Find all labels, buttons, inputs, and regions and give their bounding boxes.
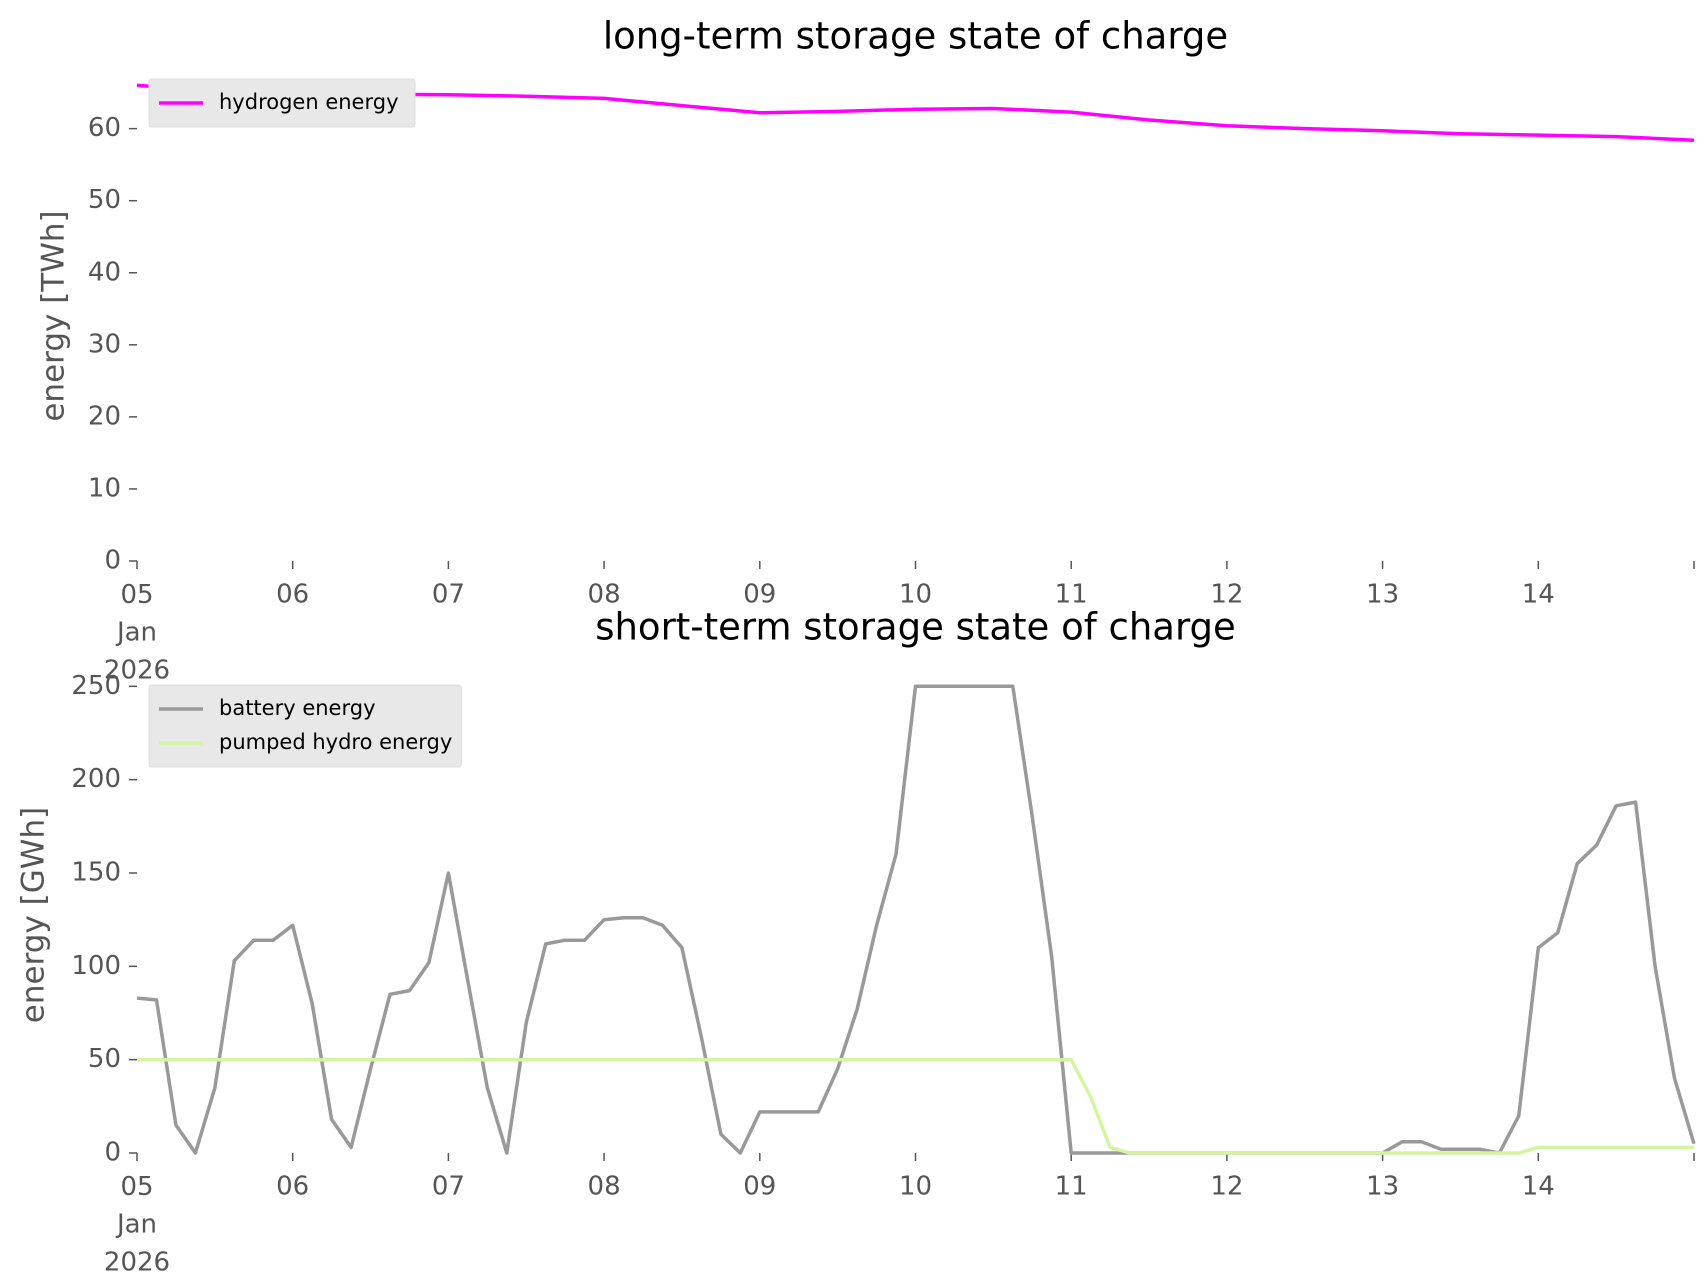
chart-title: long-term storage state of charge [603, 15, 1228, 58]
x-tick-label: 10 [899, 1172, 932, 1202]
y-tick-label: 50 [88, 1044, 121, 1074]
x-tick-label: 10 [899, 580, 932, 610]
series-line [137, 1057, 1694, 1155]
chart-title: short-term storage state of charge [595, 606, 1236, 649]
y-tick-label: 0 [104, 546, 121, 576]
y-tick-label: 100 [71, 951, 121, 981]
x-tick-label: 07 [432, 580, 465, 610]
y-tick-label: 20 [88, 401, 121, 431]
y-tick-label: 200 [71, 764, 121, 794]
y-tick-label: 0 [104, 1138, 121, 1168]
legend: battery energy pumped hydro energy [148, 684, 462, 768]
x-tick-label: 12 [1210, 1172, 1243, 1202]
legend-label: battery energy [219, 696, 376, 720]
x-tick-label: 11 [1055, 1172, 1088, 1202]
y-axis-label: energy [TWh] [36, 210, 72, 421]
y-tick-label: 30 [88, 329, 121, 359]
legend-label: pumped hydro energy [219, 730, 452, 754]
x-tick-label: 09 [743, 1172, 776, 1202]
legend-label: hydrogen energy [219, 90, 399, 114]
series-line [136, 684, 1696, 1155]
y-tick-label: 60 [88, 113, 121, 143]
y-tick-label: 150 [71, 858, 121, 888]
x-tick-label: 05 Jan 2026 [104, 1172, 170, 1277]
x-tick-label: 08 [588, 580, 621, 610]
x-tick-label: 06 [276, 1172, 309, 1202]
x-tick-label: 07 [432, 1172, 465, 1202]
x-tick-label: 13 [1366, 1172, 1399, 1202]
x-tick-label: 14 [1522, 580, 1555, 610]
x-tick-label: 11 [1055, 580, 1088, 610]
legend-box [148, 684, 462, 768]
y-tick-label: 40 [88, 257, 121, 287]
x-tick-label: 08 [588, 1172, 621, 1202]
legend: hydrogen energy [148, 78, 416, 128]
x-tick-label: 06 [276, 580, 309, 610]
y-axis-label: energy [GWh] [16, 807, 52, 1023]
x-tick-label: 13 [1366, 580, 1399, 610]
legend-box [148, 78, 416, 128]
x-tick-label: 09 [743, 580, 776, 610]
x-tick-label: 05 Jan 2026 [104, 580, 170, 685]
y-tick-label: 10 [88, 473, 121, 503]
x-tick-label: 12 [1210, 580, 1243, 610]
x-tick-label: 14 [1522, 1172, 1555, 1202]
y-tick-label: 250 [71, 671, 121, 701]
y-tick-label: 50 [88, 185, 121, 215]
